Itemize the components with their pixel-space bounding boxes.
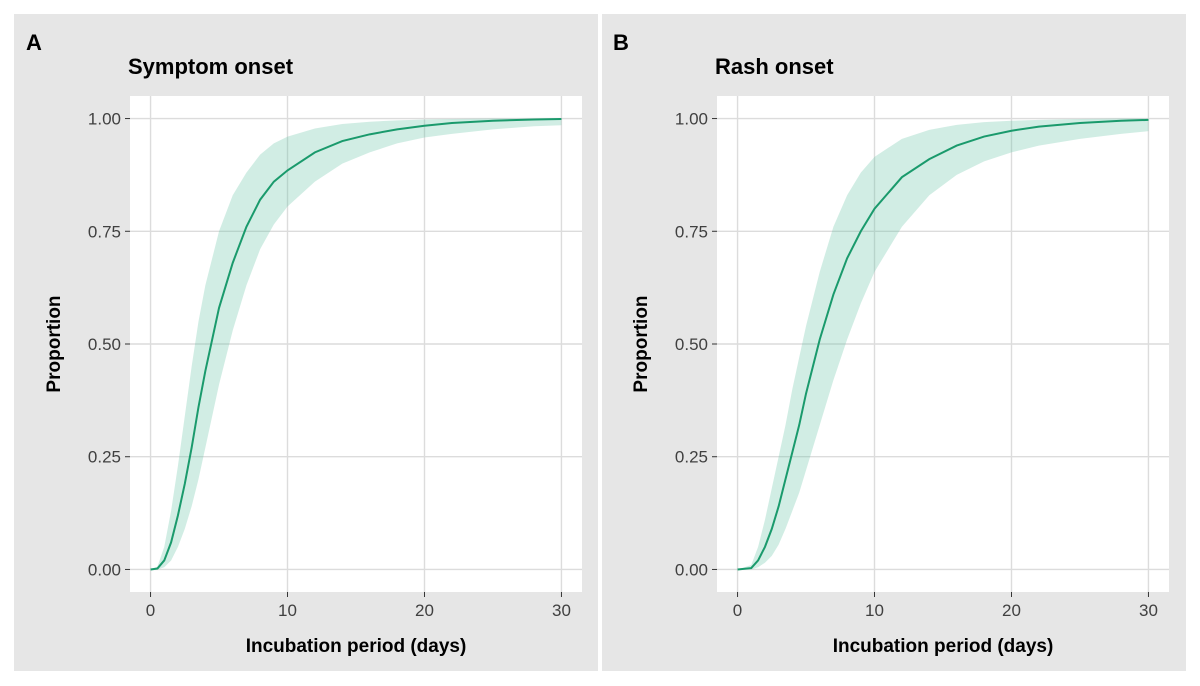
panel-a-x-tick-label-3: 30 [552, 601, 571, 620]
panel-a-x-axis-title: Incubation period (days) [246, 636, 467, 657]
panel-a-y-tick-label-3: 0.75 [88, 222, 121, 241]
panel-b-grid [717, 96, 1169, 592]
panel-a-confidence-band [150, 118, 562, 570]
panel-b-y-tick-label-4: 1.00 [675, 110, 708, 129]
panel-b-ticks: 0 10 20 30 0.00 0.25 0.50 0.75 1.00 [675, 110, 1158, 620]
panel-a-letter: A [26, 30, 42, 55]
panel-b-y-axis-title: Proportion [631, 295, 652, 392]
panel-a-ribbons [150, 118, 562, 570]
panel-b-confidence-band [737, 118, 1149, 570]
panel-a-y-axis-title: Proportion [44, 295, 65, 392]
panel-a-title: Symptom onset [128, 54, 294, 79]
panel-a-curves [150, 118, 562, 571]
panel-b: B Rash onset 0 10 20 30 0.00 0.25 0.50 0.75 1.00… [602, 14, 1186, 671]
panel-a-grid [130, 96, 582, 592]
panel-b-y-tick-label-3: 0.75 [675, 222, 708, 241]
panel-b-letter: B [613, 30, 629, 55]
panel-b-y-tick-label-1: 0.25 [675, 448, 708, 467]
panel-a-cumulative-curve [150, 118, 562, 571]
panel-a-x-tick-label-2: 20 [415, 601, 434, 620]
panel-b-x-axis-title: Incubation period (days) [833, 636, 1054, 657]
panel-b-x-tick-label-1: 10 [865, 601, 884, 620]
panel-b-ribbons [737, 118, 1149, 570]
panel-a: A Symptom onset 0 10 20 30 0.00 0.25 0.50 0.75 1… [14, 14, 598, 671]
panel-b-y-tick-label-0: 0.00 [675, 560, 708, 579]
panel-b-x-tick-label-0: 0 [733, 601, 742, 620]
panel-b-cumulative-curve [737, 118, 1149, 571]
panel-a-y-tick-label-1: 0.25 [88, 448, 121, 467]
panel-b-y-tick-label-2: 0.50 [675, 335, 708, 354]
panel-a-ticks: 0 10 20 30 0.00 0.25 0.50 0.75 1.00 [88, 110, 571, 620]
panel-a-y-tick-label-2: 0.50 [88, 335, 121, 354]
panel-a-y-tick-label-0: 0.00 [88, 560, 121, 579]
panel-b-x-tick-label-2: 20 [1002, 601, 1021, 620]
panel-a-x-tick-label-0: 0 [146, 601, 155, 620]
panel-a-y-tick-label-4: 1.00 [88, 110, 121, 129]
panel-b-x-tick-label-3: 30 [1139, 601, 1158, 620]
panel-a-x-tick-label-1: 10 [278, 601, 297, 620]
panel-b-curves [737, 118, 1149, 571]
panel-b-title: Rash onset [715, 54, 834, 79]
